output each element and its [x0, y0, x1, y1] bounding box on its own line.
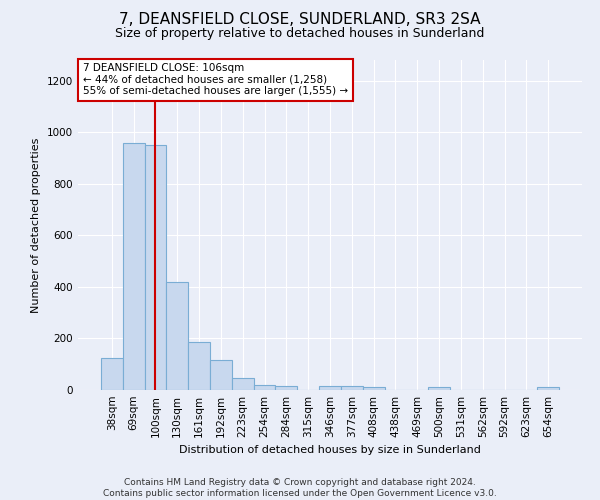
Text: Size of property relative to detached houses in Sunderland: Size of property relative to detached ho… — [115, 28, 485, 40]
Bar — [363, 388, 385, 390]
Bar — [188, 342, 210, 390]
Bar — [537, 388, 559, 390]
Bar — [101, 358, 123, 390]
Text: 7 DEANSFIELD CLOSE: 106sqm
← 44% of detached houses are smaller (1,258)
55% of s: 7 DEANSFIELD CLOSE: 106sqm ← 44% of deta… — [83, 64, 348, 96]
Bar — [145, 145, 166, 390]
Bar — [232, 378, 254, 390]
Text: Contains HM Land Registry data © Crown copyright and database right 2024.
Contai: Contains HM Land Registry data © Crown c… — [103, 478, 497, 498]
Bar — [166, 282, 188, 390]
Text: 7, DEANSFIELD CLOSE, SUNDERLAND, SR3 2SA: 7, DEANSFIELD CLOSE, SUNDERLAND, SR3 2SA — [119, 12, 481, 28]
Y-axis label: Number of detached properties: Number of detached properties — [31, 138, 41, 312]
Bar — [275, 386, 297, 390]
X-axis label: Distribution of detached houses by size in Sunderland: Distribution of detached houses by size … — [179, 446, 481, 456]
Bar — [254, 385, 275, 390]
Bar — [123, 142, 145, 390]
Bar — [210, 360, 232, 390]
Bar — [319, 386, 341, 390]
Bar — [341, 386, 363, 390]
Bar — [428, 388, 450, 390]
